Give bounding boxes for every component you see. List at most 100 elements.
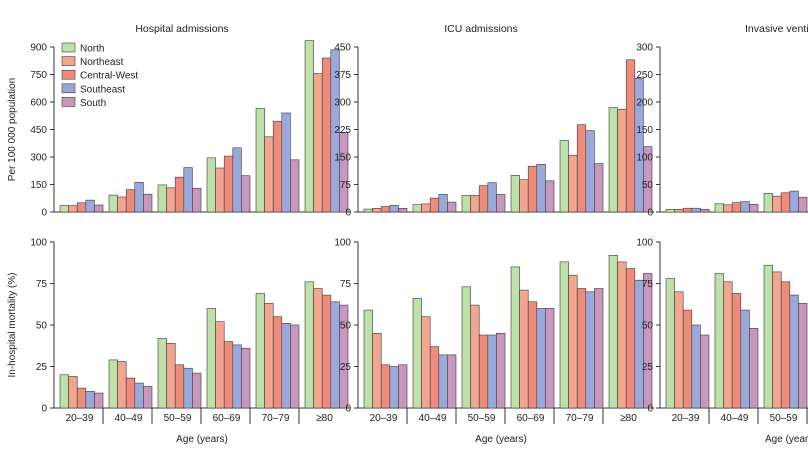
y-tick-label: 900 — [30, 43, 47, 54]
bar — [496, 332, 506, 409]
y-tick-label: 50 — [36, 321, 48, 332]
bar — [183, 167, 193, 213]
bar — [665, 278, 675, 409]
bar — [255, 293, 265, 409]
bar — [143, 386, 153, 409]
y-tick-label: 0 — [647, 404, 653, 415]
bar — [174, 176, 185, 213]
legend-label: Central-West — [80, 71, 138, 82]
bar — [447, 201, 457, 213]
x-tick-label: 70–79 — [262, 413, 290, 424]
bar — [59, 374, 69, 409]
x-tick-label: ≥80 — [316, 413, 333, 424]
y-tick-label: 300 — [30, 153, 47, 164]
bar — [372, 208, 382, 213]
bar — [731, 202, 742, 213]
bar — [281, 112, 291, 213]
bar — [772, 271, 782, 409]
legend-swatch — [61, 83, 76, 94]
bar — [157, 184, 167, 213]
x-tick-label: 50–59 — [468, 413, 496, 424]
bar — [380, 206, 391, 213]
bar — [461, 195, 471, 213]
y-tick-label: 250 — [636, 70, 653, 81]
bar — [594, 163, 604, 213]
bar — [264, 303, 274, 409]
bar — [674, 291, 684, 409]
bar — [313, 73, 323, 213]
y-axis-label: In-hospital mortality (%) — [7, 272, 18, 377]
bar — [223, 155, 234, 213]
bar — [429, 197, 440, 213]
bar — [789, 294, 799, 409]
bar — [183, 367, 193, 409]
bar — [700, 334, 710, 409]
bar — [215, 321, 225, 409]
x-tick-label: 70–79 — [566, 413, 594, 424]
bar — [372, 332, 382, 409]
y-tick-label: 25 — [340, 362, 352, 373]
y-tick-label: 75 — [36, 279, 48, 290]
bar — [166, 187, 176, 213]
bar — [608, 107, 618, 213]
bar — [798, 303, 808, 409]
bar — [749, 204, 759, 213]
bar — [749, 327, 759, 409]
bar — [125, 189, 136, 213]
y-tick-label: 0 — [345, 208, 351, 219]
bar — [559, 140, 569, 213]
bar — [380, 364, 391, 409]
x-axis-label: Age (years) — [475, 434, 527, 445]
bar — [321, 57, 332, 213]
bar — [594, 288, 604, 409]
bar — [585, 130, 595, 213]
bar — [421, 203, 431, 213]
y-tick-label: 375 — [334, 70, 351, 81]
bar — [665, 209, 675, 213]
bar — [264, 136, 274, 213]
y-tick-label: 750 — [30, 70, 47, 81]
bar — [519, 289, 529, 409]
bar — [398, 208, 408, 213]
bar — [723, 281, 733, 409]
bar — [143, 193, 153, 213]
bar — [576, 288, 587, 409]
bar — [241, 347, 251, 409]
bar — [527, 165, 538, 213]
y-tick-label: 25 — [36, 362, 48, 373]
bar — [281, 322, 291, 409]
bar — [232, 344, 242, 409]
bar — [545, 308, 555, 409]
bar — [723, 204, 733, 213]
bar — [339, 132, 349, 213]
bar — [789, 190, 799, 213]
x-tick-label: 50–59 — [770, 413, 798, 424]
x-tick-label: 20–39 — [672, 413, 700, 424]
bar — [536, 164, 546, 213]
bar — [412, 298, 422, 409]
bar — [798, 196, 808, 213]
bar — [763, 264, 773, 409]
bar — [470, 304, 480, 409]
bar — [94, 204, 104, 213]
bar — [625, 268, 636, 409]
bar — [166, 342, 176, 409]
bar — [510, 175, 520, 213]
bar — [389, 205, 399, 213]
x-tick-label: 60–69 — [213, 413, 241, 424]
y-tick-label: 50 — [642, 180, 654, 191]
bar — [192, 187, 202, 213]
bar — [470, 195, 480, 213]
bar — [478, 334, 489, 409]
bar — [691, 324, 701, 409]
legend-label: Southeast — [80, 84, 125, 95]
y-axis-label: Per 100 000 population — [7, 78, 18, 181]
bar — [740, 309, 750, 409]
bar — [740, 201, 750, 213]
bar — [527, 301, 538, 409]
y-tick-label: 150 — [334, 153, 351, 164]
bar — [625, 59, 636, 213]
bar — [447, 354, 457, 409]
bar — [108, 359, 118, 409]
